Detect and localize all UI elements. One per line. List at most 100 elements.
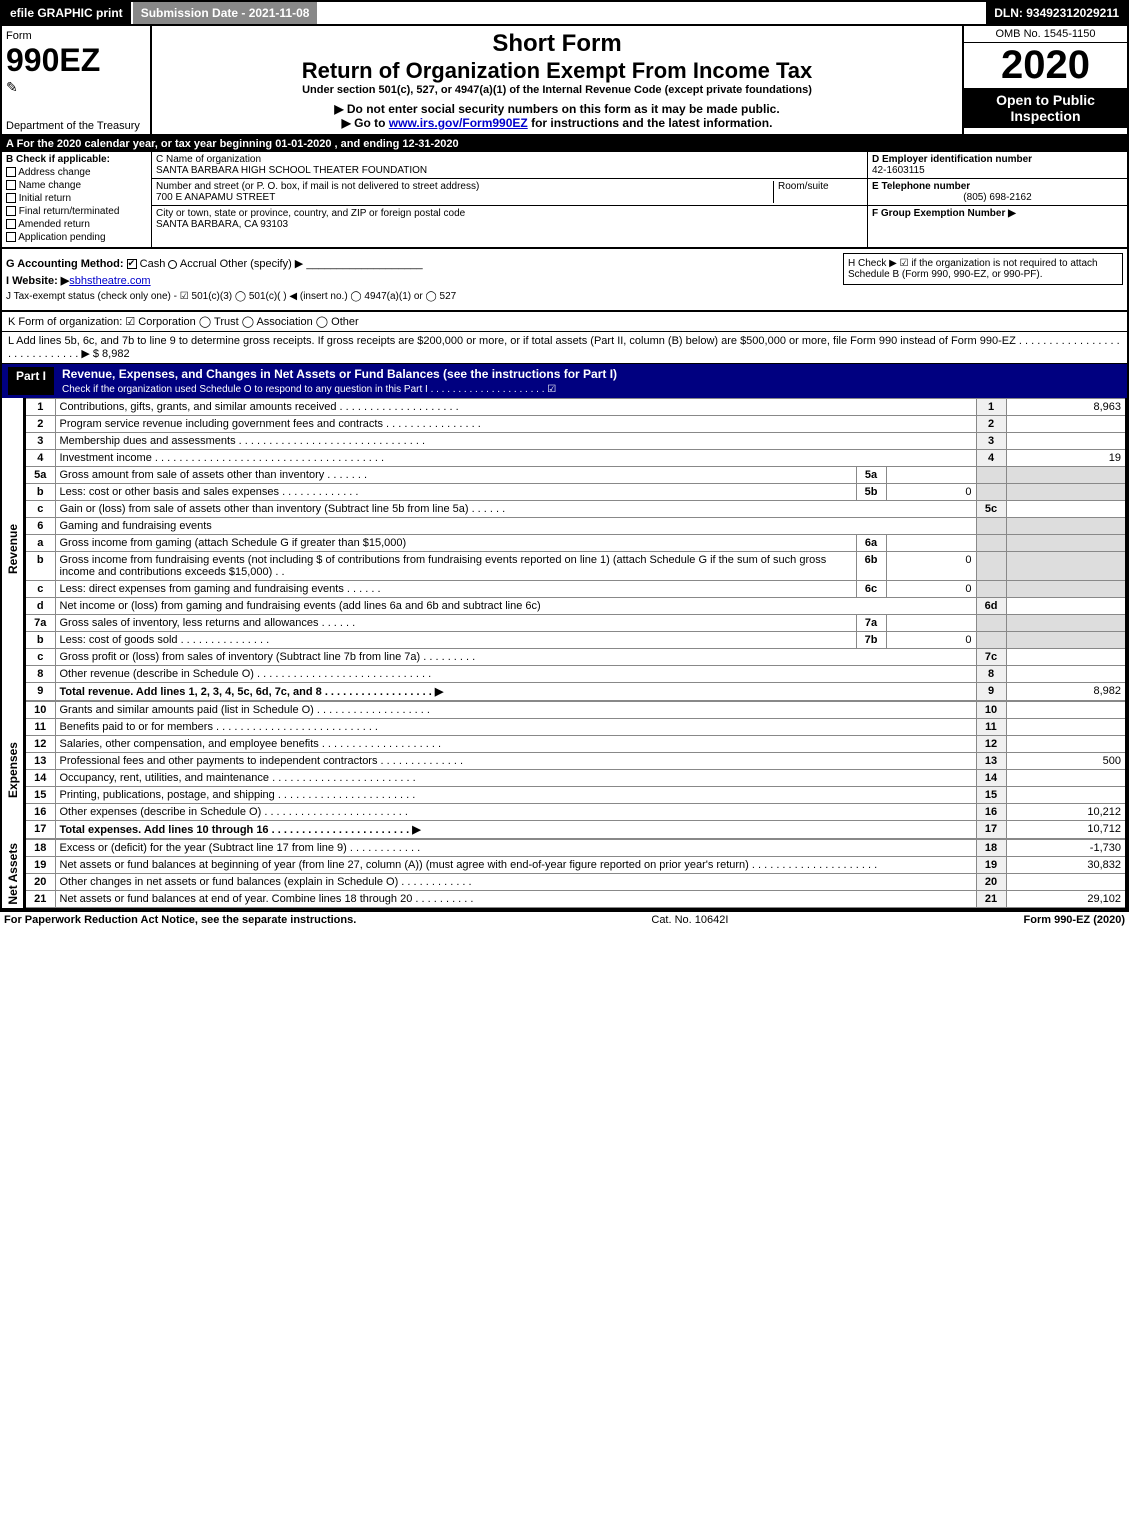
city-cell: City or town, state or province, country… bbox=[152, 206, 867, 232]
footer-right: Form 990-EZ (2020) bbox=[1024, 914, 1125, 926]
street-value: 700 E ANAPAMU STREET bbox=[156, 192, 275, 203]
line-5b: bLess: cost or other basis and sales exp… bbox=[25, 484, 1126, 501]
app-pending-check[interactable]: Application pending bbox=[6, 232, 147, 243]
part1-check-o: Check if the organization used Schedule … bbox=[62, 384, 556, 395]
section-b: B Check if applicable: Address change Na… bbox=[0, 152, 1129, 249]
line-21: 21Net assets or fund balances at end of … bbox=[25, 891, 1126, 908]
org-name: SANTA BARBARA HIGH SCHOOL THEATER FOUNDA… bbox=[156, 165, 427, 176]
check-applicable-col: B Check if applicable: Address change Na… bbox=[2, 152, 152, 247]
line-7c: cGross profit or (loss) from sales of in… bbox=[25, 649, 1126, 666]
line-5a: 5aGross amount from sale of assets other… bbox=[25, 467, 1126, 484]
line-6: 6Gaming and fundraising events bbox=[25, 518, 1126, 535]
dept-treasury: Department of the Treasury bbox=[6, 120, 140, 132]
line-16: 16Other expenses (describe in Schedule O… bbox=[25, 804, 1126, 821]
line-19: 19Net assets or fund balances at beginni… bbox=[25, 857, 1126, 874]
line-6b: bGross income from fundraising events (n… bbox=[25, 552, 1126, 581]
line-7b: bLess: cost of goods sold . . . . . . . … bbox=[25, 632, 1126, 649]
street-label: Number and street (or P. O. box, if mail… bbox=[156, 181, 479, 192]
line-11: 11Benefits paid to or for members . . . … bbox=[25, 719, 1126, 736]
inspection-notice: Open to Public Inspection bbox=[964, 88, 1127, 128]
net-assets-side-label: Net Assets bbox=[2, 839, 24, 908]
line-6a: aGross income from gaming (attach Schedu… bbox=[25, 535, 1126, 552]
l-amount: 8,982 bbox=[102, 348, 130, 360]
main-title: Return of Organization Exempt From Incom… bbox=[156, 58, 958, 84]
tax-year: 2020 bbox=[964, 43, 1127, 88]
c-label: C Name of organization bbox=[156, 154, 261, 165]
ein-value: 42-1603115 bbox=[872, 165, 925, 176]
header-left: Form 990EZ ✎ Department of the Treasury bbox=[2, 26, 152, 134]
d-label: D Employer identification number bbox=[872, 154, 1032, 165]
street-cell: Number and street (or P. O. box, if mail… bbox=[152, 179, 867, 206]
line-8: 8Other revenue (describe in Schedule O) … bbox=[25, 666, 1126, 683]
expenses-table: 10Grants and similar amounts paid (list … bbox=[24, 701, 1127, 839]
line-18: 18Excess or (deficit) for the year (Subt… bbox=[25, 840, 1126, 857]
k-form-org: K Form of organization: ☑ Corporation ◯ … bbox=[0, 312, 1129, 332]
part1-label: Part I bbox=[8, 367, 54, 395]
section-ghij: H Check ▶ ☑ if the organization is not r… bbox=[0, 249, 1129, 312]
group-exempt-cell: F Group Exemption Number ▶ bbox=[868, 206, 1127, 221]
line-12: 12Salaries, other compensation, and empl… bbox=[25, 736, 1126, 753]
top-bar: efile GRAPHIC print Submission Date - 20… bbox=[0, 0, 1129, 26]
addr-change-check[interactable]: Address change bbox=[6, 167, 147, 178]
h-check-box: H Check ▶ ☑ if the organization is not r… bbox=[843, 253, 1123, 285]
final-return-check[interactable]: Final return/terminated bbox=[6, 206, 147, 217]
net-assets-block: Net Assets 18Excess or (deficit) for the… bbox=[0, 839, 1129, 910]
submission-date-label: Submission Date - 2021-11-08 bbox=[133, 2, 320, 24]
line-13: 13Professional fees and other payments t… bbox=[25, 753, 1126, 770]
form-word: Form bbox=[6, 30, 146, 42]
d-e-f-col: D Employer identification number 42-1603… bbox=[867, 152, 1127, 247]
header-right: OMB No. 1545-1150 2020 Open to Public In… bbox=[962, 26, 1127, 134]
cash-check[interactable] bbox=[127, 259, 137, 269]
line-7a: 7aGross sales of inventory, less returns… bbox=[25, 615, 1126, 632]
part1-title: Revenue, Expenses, and Changes in Net As… bbox=[62, 367, 617, 381]
goto-link[interactable]: ▶ Go to www.irs.gov/Form990EZ for instru… bbox=[156, 116, 958, 130]
line-3: 3Membership dues and assessments . . . .… bbox=[25, 433, 1126, 450]
city-value: SANTA BARBARA, CA 93103 bbox=[156, 219, 288, 230]
form-number: 990EZ bbox=[6, 42, 146, 79]
net-assets-table: 18Excess or (deficit) for the year (Subt… bbox=[24, 839, 1127, 908]
expenses-block: Expenses 10Grants and similar amounts pa… bbox=[0, 701, 1129, 839]
amended-return-check[interactable]: Amended return bbox=[6, 219, 147, 230]
efile-print-button[interactable]: efile GRAPHIC print bbox=[2, 2, 133, 24]
line-9: 9Total revenue. Add lines 1, 2, 3, 4, 5c… bbox=[25, 683, 1126, 701]
short-form-title: Short Form bbox=[156, 30, 958, 58]
line-4: 4Investment income . . . . . . . . . . .… bbox=[25, 450, 1126, 467]
dln-label: DLN: 93492312029211 bbox=[986, 2, 1127, 24]
org-name-cell: C Name of organization SANTA BARBARA HIG… bbox=[152, 152, 867, 179]
website-link[interactable]: sbhstheatre.com bbox=[69, 275, 150, 287]
revenue-table: 1Contributions, gifts, grants, and simil… bbox=[24, 398, 1127, 701]
e-label: E Telephone number bbox=[872, 181, 970, 192]
line-2: 2Program service revenue including gover… bbox=[25, 416, 1126, 433]
expenses-side-label: Expenses bbox=[2, 701, 24, 839]
org-info-col: C Name of organization SANTA BARBARA HIG… bbox=[152, 152, 867, 247]
line-17: 17Total expenses. Add lines 10 through 1… bbox=[25, 821, 1126, 839]
form-header: Form 990EZ ✎ Department of the Treasury … bbox=[0, 26, 1129, 136]
room-label: Room/suite bbox=[778, 181, 829, 192]
subtitle: Under section 501(c), 527, or 4947(a)(1)… bbox=[156, 84, 958, 96]
line-15: 15Printing, publications, postage, and s… bbox=[25, 787, 1126, 804]
revenue-block: Revenue 1Contributions, gifts, grants, a… bbox=[0, 398, 1129, 701]
line-6d: dNet income or (loss) from gaming and fu… bbox=[25, 598, 1126, 615]
omb-number: OMB No. 1545-1150 bbox=[964, 26, 1127, 43]
part1-bar: Part I Revenue, Expenses, and Changes in… bbox=[0, 364, 1129, 398]
ssn-warning: ▶ Do not enter social security numbers o… bbox=[156, 102, 958, 116]
f-label: F Group Exemption Number ▶ bbox=[872, 208, 1016, 219]
accrual-radio[interactable] bbox=[168, 260, 177, 269]
line-6c-sub: cLess: direct expenses from gaming and f… bbox=[25, 581, 1126, 598]
name-change-check[interactable]: Name change bbox=[6, 180, 147, 191]
header-center: Short Form Return of Organization Exempt… bbox=[152, 26, 962, 134]
line-20: 20Other changes in net assets or fund ba… bbox=[25, 874, 1126, 891]
b-label: B Check if applicable: bbox=[6, 154, 147, 165]
l-gross-receipts: L Add lines 5b, 6c, and 7b to line 9 to … bbox=[0, 332, 1129, 364]
line-1: 1Contributions, gifts, grants, and simil… bbox=[25, 399, 1126, 416]
city-label: City or town, state or province, country… bbox=[156, 208, 465, 219]
footer-cat: Cat. No. 10642I bbox=[651, 914, 728, 926]
footer-left: For Paperwork Reduction Act Notice, see … bbox=[4, 914, 356, 926]
phone-cell: E Telephone number (805) 698-2162 bbox=[868, 179, 1127, 206]
revenue-side-label: Revenue bbox=[2, 398, 24, 701]
line-14: 14Occupancy, rent, utilities, and mainte… bbox=[25, 770, 1126, 787]
page-footer: For Paperwork Reduction Act Notice, see … bbox=[0, 910, 1129, 928]
initial-return-check[interactable]: Initial return bbox=[6, 193, 147, 204]
j-tax-status: J Tax-exempt status (check only one) - ☑… bbox=[6, 291, 1123, 302]
line-5c: cGain or (loss) from sale of assets othe… bbox=[25, 501, 1126, 518]
